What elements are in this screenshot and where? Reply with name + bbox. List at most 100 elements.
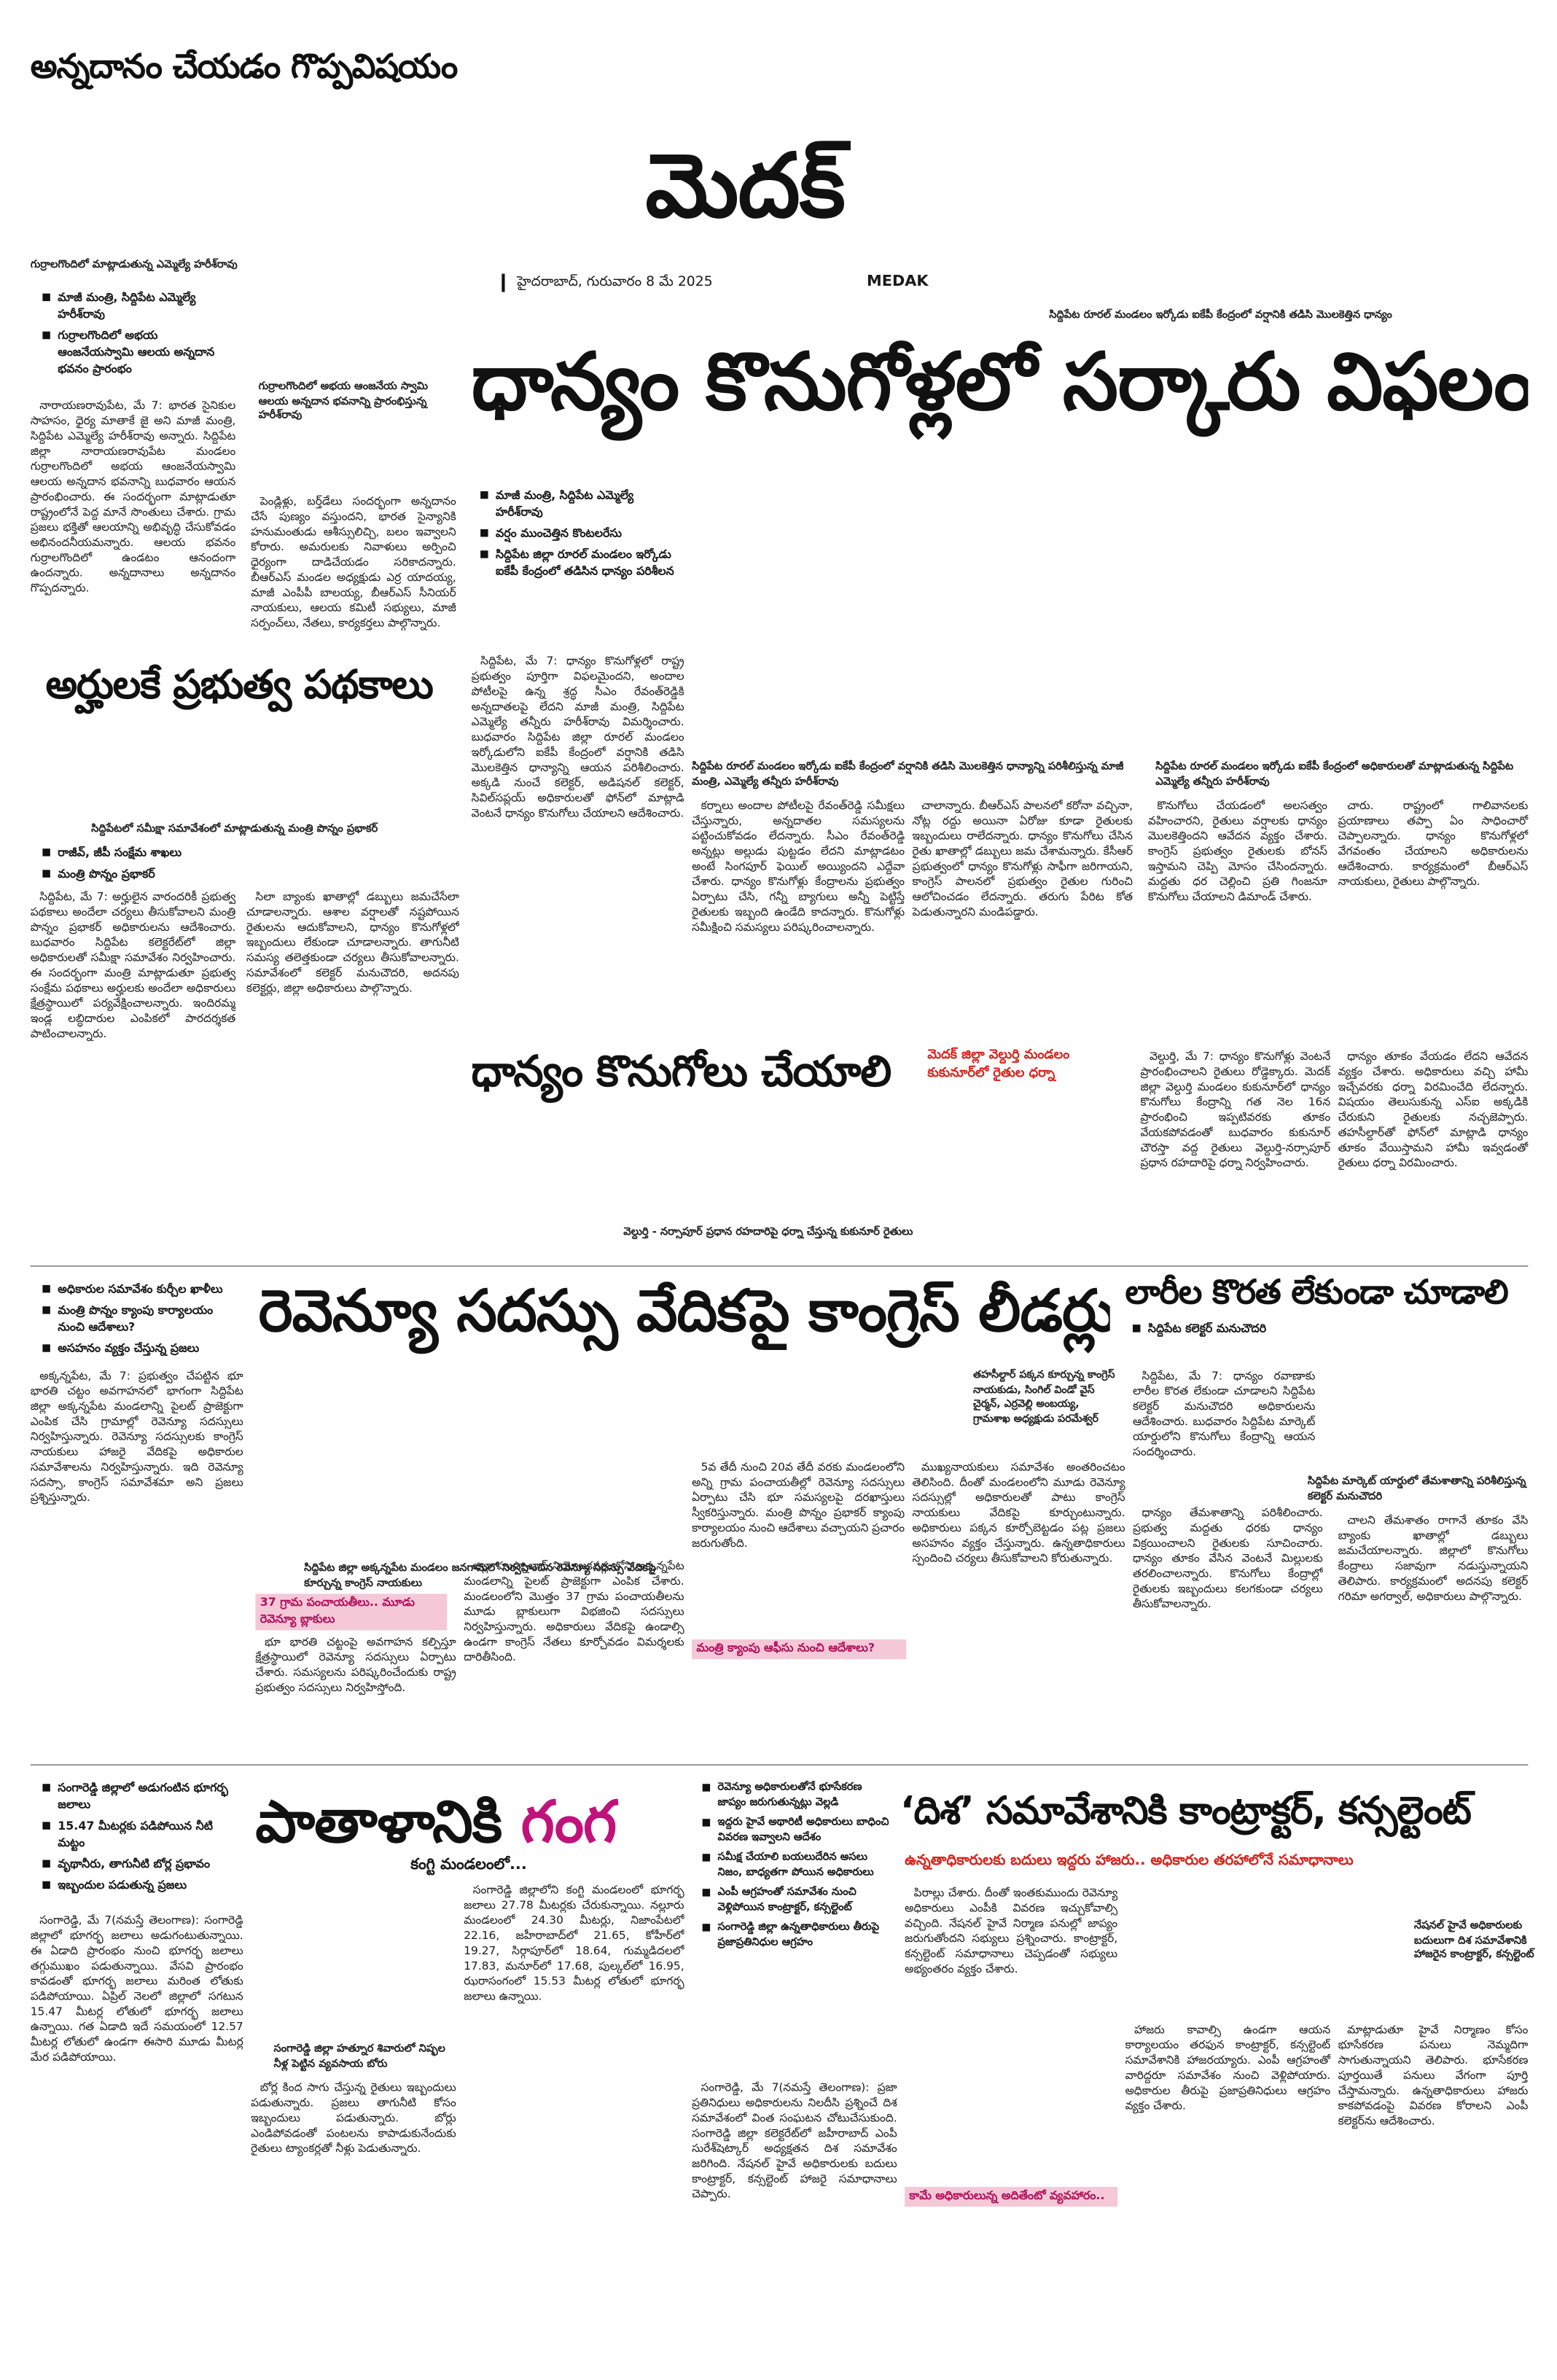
photo-caption: గుర్రాలగొందిలో అభయ ఆంజనేయ స్వామి ఆలయ అన్… xyxy=(258,380,429,421)
photo-caption: నేషనల్ హైవే అధికారులకు బదులుగా దిశ సమావే… xyxy=(1413,1919,1534,1961)
masthead-date: హైదరాబాద్, గురువారం 8 మే 2025 xyxy=(517,275,713,291)
headline: పాతాళానికి గంగ xyxy=(255,1788,617,1870)
article-body: భూ భారతి చట్టంపై అవగాహన కల్పిస్తూ క్షేత్… xyxy=(255,1635,456,1734)
article-body: చాలని తేమశాతం రాగానే తూకం వేసి బ్యాంకు ఖ… xyxy=(1338,1513,1529,1734)
bullet: అధికారుల సమావేశం కుర్చీల ఖాళీలు xyxy=(42,1281,240,1298)
paragraph: పిరాల్లు చేశారు. దీంతో ఇంతకుముందు రెవెన్… xyxy=(905,1886,1118,1976)
bullet: రాజీవ్, జీపీ సంక్షేమ శాఖలు xyxy=(42,844,453,861)
bullet: మాజీ మంత్రి, సిద్దిపేట ఎమ్మెల్యే హరీశ్‌ర… xyxy=(42,289,233,322)
article-body: నారాయణరావుపేట, మే 7: భారత సైనికుల సాహసం,… xyxy=(31,399,236,654)
highlight-box: మంత్రి క్యాంపు ఆఫీసు నుంచి ఆదేశాలు? xyxy=(692,1639,907,1660)
bullet: గుర్రాలగొందిలో అభయ ఆంజనేయస్వామి ఆలయ అన్న… xyxy=(42,327,233,378)
article-body: బోర్ల కింద సాగు చేస్తున్న రైతులు ఇబ్బందు… xyxy=(251,2080,456,2369)
article-body: పెండ్లిళ్లు, బర్త్‌డేలు సందర్భంగా అన్నదా… xyxy=(251,494,456,654)
paragraph: సంగారెడ్డి, మే 7(నమస్తే తెలంగాణ): ప్రజా … xyxy=(692,2080,897,2201)
article-body: సంగారెడ్డి జిల్లాలోని కంగ్టి మండలంలో భూగ… xyxy=(464,1883,684,2370)
article-body: కర్నాలు అందాల పోటీలపై రేవంత్‌రెడ్డి సమీక… xyxy=(692,798,905,1034)
headline: రెవెన్యూ సదస్సు వేదికపై కాంగ్రెస్ లీడర్ల… xyxy=(258,1277,1110,1345)
highlight-box: కామే అధికారులున్న అదితేంటో వ్యవహారం.. xyxy=(905,2187,1118,2207)
bullet: మంత్రి పొన్నం క్యాంపు కార్యాలయం నుంచి ఆద… xyxy=(42,1302,240,1335)
paragraph: భూ భారతి చట్టంపై అవగాహన కల్పిస్తూ క్షేత్… xyxy=(255,1634,456,1695)
bullet-list: సిద్దిపేట కలెక్టర్ మనుచౌదరి xyxy=(1132,1320,1285,1341)
article-body: సిద్దిపేట, మే 7: అర్హులైన వారందరికీ ప్రభ… xyxy=(31,889,236,1255)
headline: లారీల కొరత లేకుండా చూడాలి xyxy=(1125,1274,1509,1313)
paragraph: మాట్లాడుతూ హైవే నిర్మాణం కోసం భూసేకరణ పన… xyxy=(1338,2022,1529,2128)
bullet: ఇద్దరు హైవే అథారిటీ అధికారులు బాధించి వి… xyxy=(702,1814,893,1845)
bullet: సంగారెడ్డి జిల్లాలో అడుగంటిన భూగర్భ జలాల… xyxy=(42,1779,240,1813)
bullet-list: రాజీవ్, జీపీ సంక్షేమ శాఖలు మంత్రి పొన్నం… xyxy=(42,844,453,886)
bullet: సంగారెడ్డి జిల్లా ఉన్నతాధికారులు తీరుపై … xyxy=(702,1919,893,1950)
subhead: కంగ్టి మండలంలో... xyxy=(410,1857,527,1874)
article-body: అక్కన్నపేట, మే 7: ప్రభుత్వం చేపట్టిన భూ … xyxy=(31,1369,243,1734)
paragraph: సిద్దిపేట, మే 7: ధాన్యం రవాణాకు లారీల కొ… xyxy=(1132,1368,1316,1459)
article-body: చాలాన్నారు. బీఆర్‌ఎస్ పాలనలో కరోనా వచ్చి… xyxy=(913,798,1133,1034)
article-body: పిరాల్లు చేశారు. దీంతో ఇంతకుముందు రెవెన్… xyxy=(905,1886,1117,2182)
article-body: వెల్దుర్తి, మే 7: ధాన్యం కొనుగోళ్లు వెంట… xyxy=(1140,1050,1330,1247)
masthead-title: మెదక్ xyxy=(645,133,845,238)
paragraph: హాజరు కావాల్సి ఉండగా ఆయన కార్యాలయం తరఫున… xyxy=(1125,2022,1331,2112)
article-body: ధాన్యం తేమశాతాన్ని పరిశీలించారు. ప్రభుత్… xyxy=(1133,1505,1323,1733)
photo-caption: సంగారెడ్డి జిల్లా హత్నూర శివారులో నిష్ఫల… xyxy=(273,2042,445,2069)
bullet: ఇబ్బందుల పడుతున్న ప్రజలు xyxy=(42,1876,240,1893)
paragraph: 5వ తేదీ నుంచి 20వ తేదీ వరకు మండలంలోని అన… xyxy=(692,1459,905,1550)
article-body: సిలా బ్యాంకు ఖాతాల్లో డబ్బులు జమచేసేలా చ… xyxy=(246,889,459,1255)
subhead: ఉన్నతాధికారులకు బదులు ఇద్దరు హాజరు.. అధి… xyxy=(905,1852,1354,1870)
bullet: వృథానీరు, తాగునీటి బోర్ల ప్రభావం xyxy=(42,1855,240,1872)
paragraph: అక్కన్నపేట, మే 7: ప్రభుత్వం చేపట్టిన భూ … xyxy=(30,1368,243,1505)
bullet-list: మాజీ మంత్రి, సిద్దిపేట ఎమ్మెల్యే హరీశ్‌ర… xyxy=(42,289,233,381)
photo-caption: సిద్దిపేట రూరల్ మండలం ఇర్కోడు ఐకేపీ కేంద… xyxy=(1049,308,1392,321)
top-banner: అన్నదానం చేయడం గొప్పవిషయం xyxy=(30,48,458,87)
paragraph: సంగారెడ్డి జిల్లాలోని కంగ్టి మండలంలో భూగ… xyxy=(464,1882,684,2003)
article-body: ముఖ్యనాయకులు సమావేశం అంతరించటం తెలిసింది… xyxy=(913,1460,1125,1734)
masthead-section: MEDAK xyxy=(866,273,929,291)
bullet: 15.47 మీటర్లకు పడిపోయిన నీటి మట్టం xyxy=(42,1817,240,1851)
article-body: మాట్లాడుతూ హైవే నిర్మాణం కోసం భూసేకరణ పన… xyxy=(1338,2023,1529,2370)
headline: ధాన్యం కొనుగోలు చేయాలి xyxy=(471,1046,892,1097)
bullet: రెవెన్యూ అధికారులతోనే భూసేకరణ జాప్యం జరు… xyxy=(702,1779,893,1810)
paragraph: చాలని తేమశాతం రాగానే తూకం వేసి బ్యాంకు ఖ… xyxy=(1338,1513,1529,1603)
article-body: 5వ తేదీ నుంచి 20వ తేదీ వరకు మండలంలోని అన… xyxy=(692,1460,905,1635)
bullet-list: సంగారెడ్డి జిల్లాలో అడుగంటిన భూగర్భ జలాల… xyxy=(42,1779,240,1898)
paragraph: సిద్దిపేట, మే 7: ధాన్యం కొనుగోళ్లలో రాష్… xyxy=(471,654,684,820)
article-body: సిద్దిపేట, మే 7: ధాన్యం రవాణాకు లారీల కొ… xyxy=(1133,1369,1315,1491)
photo-caption: సిద్దిపేటలో సమీక్షా సమావేశంలో మాట్లాడుతు… xyxy=(91,822,378,835)
highlight-box: 37 గ్రామ పంచాయతీలు.. మూడు రెవెన్యూ బ్లాక… xyxy=(255,1593,448,1631)
paragraph: సంగారెడ్డి, మే 7(నమస్తే తెలంగాణ): సంగారె… xyxy=(30,1913,243,2064)
article-body: చారు. రాష్ట్రంలో గాలివానలకు ప్రయాణాలు తప… xyxy=(1338,798,1529,993)
bullet: వర్షం ముంచెత్తిన కొంటలరేసు xyxy=(480,525,678,542)
article-body: హాజరు కావాల్సి ఉండగా ఆయన కార్యాలయం తరఫున… xyxy=(1125,2023,1331,2370)
article-body: కొనుగోలు చేయడంలో అలసత్వం వహించారని, రైతు… xyxy=(1148,798,1327,993)
headline-part: పాతాళానికి xyxy=(255,1788,502,1856)
section-rule xyxy=(30,1265,1529,1267)
section-rule xyxy=(30,1764,1529,1766)
photo-caption: గుర్రాలగొందిలో మాట్లాడుతున్న ఎమ్మెల్యే హ… xyxy=(30,258,238,271)
photo-caption: సిద్దిపేట రూరల్ మండలం ఇర్కోడు ఐకేపీ కేంద… xyxy=(692,760,1124,787)
bullet: సమీక్ష చేయాలి బయలుదేరిన అసలు నిజం, బాధ్య… xyxy=(702,1849,893,1880)
bullet: సిద్దిపేట జిల్లా రూరల్ మండలం ఇర్కోడు ఐకే… xyxy=(480,546,678,580)
paragraph: నారాయణరావుపేట, మే 7: భారత సైనికుల సాహసం,… xyxy=(30,398,236,595)
masthead-bar xyxy=(502,273,505,292)
headline: ధాన్యం కొనుగోళ్లలో సర్కారు విఫలం xyxy=(471,338,1529,429)
paragraph: కొనుగోలు చేయడంలో అలసత్వం వహించారని, రైతు… xyxy=(1147,798,1327,904)
paragraph: చారు. రాష్ట్రంలో గాలివానలకు ప్రయాణాలు తప… xyxy=(1338,798,1529,889)
bullet: అసహనం వ్యక్తం చేస్తున్న ప్రజలు xyxy=(42,1340,240,1357)
paragraph: పెండ్లిళ్లు, బర్త్‌డేలు సందర్భంగా అన్నదా… xyxy=(251,494,456,630)
bullet: ఎంపీ ఆగ్రహంతో సమావేశం నుంచి వెళ్లిపోయిన … xyxy=(702,1884,893,1915)
tag-line: మెదక్ జిల్లా వెల్దుర్తి మండలం కుకునూర్‌ల… xyxy=(927,1047,1070,1082)
bullet-list: రెవెన్యూ అధికారులతోనే భూసేకరణ జాప్యం జరు… xyxy=(702,1779,893,1954)
callout: తహసీల్దార్ పక్కన కూర్చున్న కాంగ్రెస్ నాయ… xyxy=(972,1368,1115,1424)
article-body: సిద్దిపేట, మే 7: ధాన్యం కొనుగోళ్లలో రాష్… xyxy=(472,654,684,1042)
headline: అర్హులకే ప్రభుత్వ పథకాలు xyxy=(45,663,434,709)
photo-caption: సిద్దిపేట రూరల్ మండలం ఇర్కోడు ఐకేపీ కేంద… xyxy=(1155,760,1514,787)
paragraph: బోర్ల కింద సాగు చేస్తున్న రైతులు ఇబ్బందు… xyxy=(251,2080,456,2155)
paragraph: కర్నాలు అందాల పోటీలపై రేవంత్‌రెడ్డి సమీక… xyxy=(692,798,905,934)
bullet: మాజీ మంత్రి, సిద్దిపేట ఎమ్మెల్యే హరీశ్‌ర… xyxy=(480,487,678,520)
photo-caption: సిద్దిపేట మార్కెట్ యార్డులో తేమశాతాన్ని … xyxy=(1307,1475,1526,1502)
paragraph: వెల్దుర్తి, మే 7: ధాన్యం కొనుగోళ్లు వెంట… xyxy=(1140,1049,1331,1170)
photo-caption: సిద్దిపేట జిల్లా అక్కన్నపేట మండలం జనగామల… xyxy=(304,1561,657,1589)
bullet-list: అధికారుల సమావేశం కుర్చీల ఖాళీలు మంత్రి ప… xyxy=(42,1281,240,1362)
paragraph: ధాన్యం తేమశాతాన్ని పరిశీలించారు. ప్రభుత్… xyxy=(1132,1505,1323,1611)
paragraph: సిద్దిపేట, మే 7: అర్హులైన వారందరికీ ప్రభ… xyxy=(30,889,236,1041)
